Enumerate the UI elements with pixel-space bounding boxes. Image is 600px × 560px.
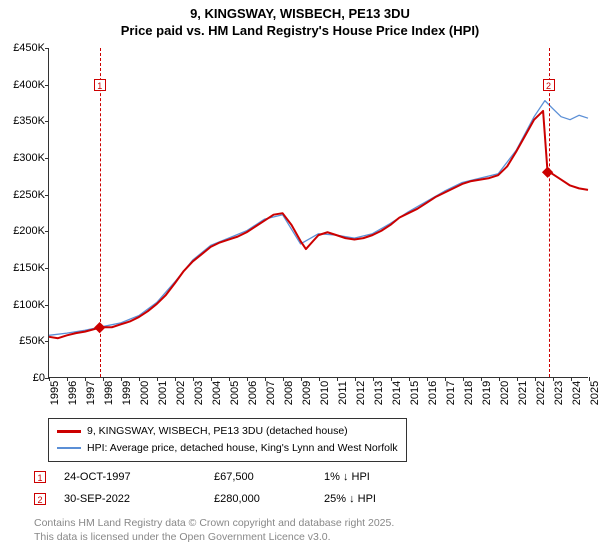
y-axis-tick: £0 bbox=[5, 372, 45, 384]
price-marker-box: 2 bbox=[34, 493, 46, 505]
series-hpi bbox=[49, 101, 588, 336]
x-axis-tick: 2010 bbox=[319, 381, 331, 405]
y-axis-tick: £300K bbox=[5, 152, 45, 164]
title-line-1: 9, KINGSWAY, WISBECH, PE13 3DU bbox=[0, 6, 600, 23]
x-axis-tick: 2014 bbox=[391, 381, 403, 405]
x-axis-tick: 2020 bbox=[499, 381, 511, 405]
x-axis-tick: 2023 bbox=[553, 381, 565, 405]
footer-attribution: Contains HM Land Registry data © Crown c… bbox=[34, 516, 394, 544]
x-axis-tick: 2007 bbox=[265, 381, 277, 405]
x-axis-tick: 2003 bbox=[193, 381, 205, 405]
footer-line-2: This data is licensed under the Open Gov… bbox=[34, 530, 394, 544]
y-axis-tick: £450K bbox=[5, 42, 45, 54]
x-axis-tick: 2016 bbox=[427, 381, 439, 405]
sale-marker-box: 2 bbox=[543, 79, 555, 91]
price-date: 30-SEP-2022 bbox=[64, 493, 214, 505]
price-date: 24-OCT-1997 bbox=[64, 471, 214, 483]
y-axis-tick: £150K bbox=[5, 262, 45, 274]
x-axis-tick: 2024 bbox=[571, 381, 583, 405]
plot-area: £0£50K£100K£150K£200K£250K£300K£350K£400… bbox=[48, 48, 588, 378]
x-axis-tick: 2013 bbox=[373, 381, 385, 405]
price-row: 2 30-SEP-2022 £280,000 25% ↓ HPI bbox=[34, 488, 444, 510]
series-property bbox=[49, 111, 588, 338]
chart-title: 9, KINGSWAY, WISBECH, PE13 3DU Price pai… bbox=[0, 0, 600, 40]
x-axis-tick: 2004 bbox=[211, 381, 223, 405]
x-axis-tick: 2017 bbox=[445, 381, 457, 405]
x-axis-tick: 1997 bbox=[85, 381, 97, 405]
footer-line-1: Contains HM Land Registry data © Crown c… bbox=[34, 516, 394, 530]
y-axis-tick: £250K bbox=[5, 189, 45, 201]
x-axis-tick: 2008 bbox=[283, 381, 295, 405]
legend-swatch bbox=[57, 430, 81, 433]
legend: 9, KINGSWAY, WISBECH, PE13 3DU (detached… bbox=[48, 418, 407, 462]
x-axis-tick: 2000 bbox=[139, 381, 151, 405]
price-marker-box: 1 bbox=[34, 471, 46, 483]
x-axis-tick: 2009 bbox=[301, 381, 313, 405]
x-axis-tick: 2018 bbox=[463, 381, 475, 405]
legend-item-property: 9, KINGSWAY, WISBECH, PE13 3DU (detached… bbox=[57, 423, 398, 440]
legend-label: HPI: Average price, detached house, King… bbox=[87, 440, 398, 457]
chart-container: 9, KINGSWAY, WISBECH, PE13 3DU Price pai… bbox=[0, 0, 600, 560]
x-axis-tick: 2022 bbox=[535, 381, 547, 405]
y-axis-tick: £400K bbox=[5, 79, 45, 91]
x-axis-tick: 2012 bbox=[355, 381, 367, 405]
x-axis-tick: 1998 bbox=[103, 381, 115, 405]
sale-marker-line bbox=[549, 48, 550, 377]
sale-marker-box: 1 bbox=[94, 79, 106, 91]
x-axis-tick: 2011 bbox=[337, 381, 349, 405]
x-axis-tick: 2019 bbox=[481, 381, 493, 405]
line-series bbox=[49, 48, 588, 377]
x-axis-tick: 1996 bbox=[67, 381, 79, 405]
x-axis-tick: 2025 bbox=[589, 381, 600, 405]
price-delta: 1% ↓ HPI bbox=[324, 471, 444, 483]
x-axis-tick: 1995 bbox=[49, 381, 61, 405]
title-line-2: Price paid vs. HM Land Registry's House … bbox=[0, 23, 600, 40]
y-axis-tick: £200K bbox=[5, 225, 45, 237]
price-amount: £280,000 bbox=[214, 493, 324, 505]
y-axis-tick: £100K bbox=[5, 299, 45, 311]
price-delta: 25% ↓ HPI bbox=[324, 493, 444, 505]
price-amount: £67,500 bbox=[214, 471, 324, 483]
x-axis-tick: 2001 bbox=[157, 381, 169, 405]
price-table: 1 24-OCT-1997 £67,500 1% ↓ HPI 2 30-SEP-… bbox=[34, 466, 444, 510]
legend-label: 9, KINGSWAY, WISBECH, PE13 3DU (detached… bbox=[87, 423, 348, 440]
price-row: 1 24-OCT-1997 £67,500 1% ↓ HPI bbox=[34, 466, 444, 488]
x-axis-tick: 2015 bbox=[409, 381, 421, 405]
x-axis-tick: 2006 bbox=[247, 381, 259, 405]
x-axis-tick: 2002 bbox=[175, 381, 187, 405]
x-axis-tick: 2021 bbox=[517, 381, 529, 405]
y-axis-tick: £50K bbox=[5, 335, 45, 347]
x-axis-tick: 1999 bbox=[121, 381, 133, 405]
legend-item-hpi: HPI: Average price, detached house, King… bbox=[57, 440, 398, 457]
y-axis-tick: £350K bbox=[5, 115, 45, 127]
x-axis-tick: 2005 bbox=[229, 381, 241, 405]
legend-swatch bbox=[57, 447, 81, 449]
sale-marker-line bbox=[100, 48, 101, 377]
